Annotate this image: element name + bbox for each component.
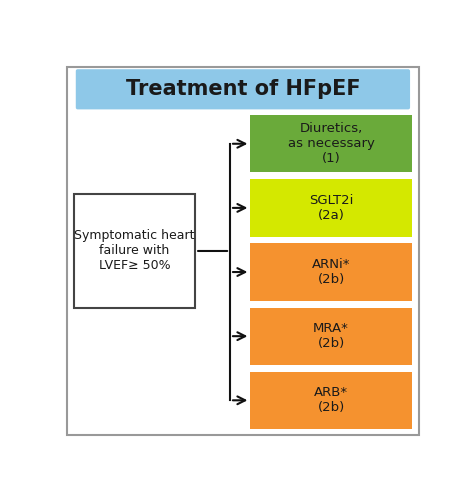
FancyBboxPatch shape <box>250 244 412 301</box>
Text: SGLT2i
(2a): SGLT2i (2a) <box>309 194 353 222</box>
Text: MRA*
(2b): MRA* (2b) <box>313 322 349 350</box>
Text: Symptomatic heart
failure with
LVEF≥ 50%: Symptomatic heart failure with LVEF≥ 50% <box>74 230 195 272</box>
Text: Treatment of HFpEF: Treatment of HFpEF <box>126 80 360 99</box>
FancyBboxPatch shape <box>250 372 412 429</box>
FancyBboxPatch shape <box>250 308 412 365</box>
Text: Diuretics,
as necessary
(1): Diuretics, as necessary (1) <box>288 122 374 166</box>
FancyBboxPatch shape <box>74 193 195 308</box>
FancyBboxPatch shape <box>66 67 419 435</box>
Text: ARB*
(2b): ARB* (2b) <box>314 386 348 414</box>
Text: ARNi*
(2b): ARNi* (2b) <box>312 258 350 286</box>
FancyBboxPatch shape <box>250 179 412 237</box>
FancyBboxPatch shape <box>250 115 412 172</box>
FancyBboxPatch shape <box>76 69 410 109</box>
